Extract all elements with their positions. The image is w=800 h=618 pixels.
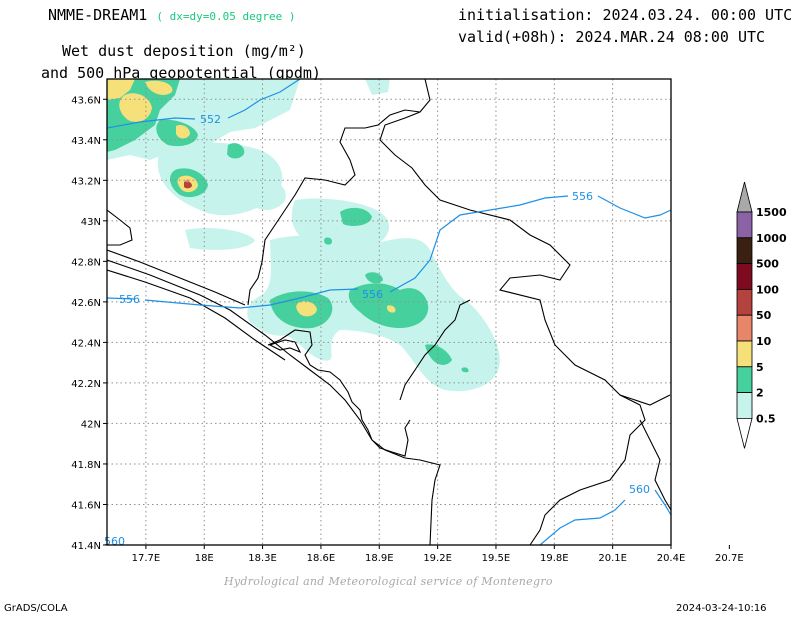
contour-label: 552 [200, 113, 221, 126]
lat-tick-label: 41.4N [71, 541, 101, 552]
contour-label: 560 [629, 483, 650, 496]
colorbar-label: 2 [756, 387, 764, 400]
deposition-level-10 [184, 181, 192, 189]
lat-tick-label: 42.2N [71, 379, 101, 390]
lat-tick-label: 41.8N [71, 460, 101, 471]
lon-tick-label: 18.9E [365, 553, 394, 564]
lat-tick-label: 42.6N [71, 298, 101, 309]
contour-label: 556 [572, 190, 593, 203]
contour-label: 556 [362, 288, 383, 301]
colorbar-segment [736, 211, 753, 239]
colorbar-segment [736, 366, 753, 393]
credit-text: Hydrological and Meteorological service … [224, 575, 553, 588]
lon-tick-label: 20.1E [598, 553, 627, 564]
geopotential-contours [107, 79, 671, 545]
lon-tick-label: 18.3E [248, 553, 277, 564]
deposition-level-5 [107, 79, 396, 317]
colorbar-segment [736, 288, 753, 316]
field-title-line1: Wet dust deposition (mg/m²) [62, 42, 306, 60]
colorbar-top-arrow [736, 181, 753, 213]
colorbar-label: 5 [756, 361, 764, 374]
lon-tick-label: 18.6E [307, 553, 336, 564]
colorbar-label: 50 [756, 309, 772, 322]
lat-lon-grid [107, 79, 671, 545]
lon-tick-label: 18E [195, 553, 214, 564]
colorbar-segment [736, 314, 753, 342]
colorbar-label: 0.5 [756, 412, 776, 425]
lon-tick-label: 20.4E [657, 553, 686, 564]
timestamp-label: 2024-03-24-10:16 [676, 603, 767, 614]
colorbar-segment [736, 237, 753, 265]
map-frame [106, 78, 672, 546]
lon-tick-label: 17.7E [132, 553, 161, 564]
colorbar-label: 500 [756, 258, 779, 271]
lat-tick-label: 42N [81, 419, 101, 430]
colorbar: 1500 1000 500 100 50 10 5 2 0.5 [736, 181, 787, 449]
model-resolution: ( dx=dy=0.05 degree ) [156, 10, 296, 23]
field-title-line2: and 500 hPa geopotential (gpdm) [41, 64, 321, 82]
initialisation-time: initialisation: 2024.03.24. 00:00 UTC [458, 6, 793, 24]
colorbar-segment [736, 392, 753, 419]
colorbar-label: 10 [756, 335, 772, 348]
lat-tick-label: 42.8N [71, 257, 101, 268]
lon-tick-label: 19.8E [540, 553, 569, 564]
model-name: NMME-DREAM1 [48, 6, 148, 24]
lon-tick-label: 19.5E [482, 553, 511, 564]
deposition-field [107, 79, 500, 392]
lat-tick-label: 43.4N [71, 136, 101, 147]
lat-tick-label: 43.6N [71, 95, 101, 106]
colorbar-label: 1000 [756, 232, 787, 245]
lon-tick-label: 20.7E [715, 553, 744, 564]
lat-tick-label: 43.2N [71, 176, 101, 187]
contour-labels: 552 556 556 556 560 560 [104, 113, 650, 548]
colorbar-label: 1500 [756, 206, 787, 219]
software-label: GrADS/COLA [4, 603, 68, 614]
lat-tick-label: 43N [81, 217, 101, 228]
map-axes: 17.7E 18E 18.3E 18.6E 18.9E 19.2E 19.5E 19.8E 20… [71, 95, 743, 564]
lon-tick-label: 19.2E [423, 553, 452, 564]
lat-tick-label: 41.6N [71, 500, 101, 511]
borders [107, 79, 671, 545]
colorbar-label: 100 [756, 283, 779, 296]
contour-label: 556 [119, 293, 140, 306]
colorbar-segment [736, 340, 753, 368]
lat-tick-label: 42.4N [71, 338, 101, 349]
colorbar-segment [736, 263, 753, 290]
valid-time: valid(+08h): 2024.MAR.24 08:00 UTC [458, 28, 766, 46]
colorbar-bottom-arrow [736, 418, 753, 449]
model-title: NMME-DREAM1 ( dx=dy=0.05 degree ) [48, 6, 295, 24]
